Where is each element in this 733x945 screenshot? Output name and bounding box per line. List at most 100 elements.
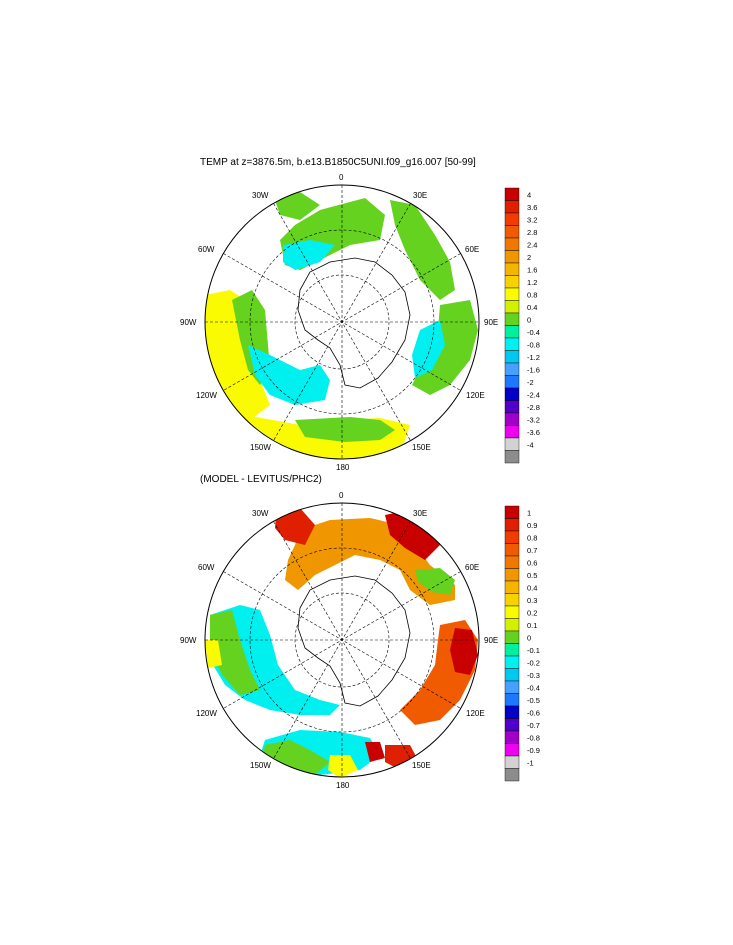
bottom-colorbar-label: -0.2: [527, 658, 540, 667]
bottom-label-0: 0: [339, 491, 344, 500]
top-colorbar-swatch: [504, 212, 520, 226]
top-colorbar-label: -1.6: [527, 365, 540, 374]
bottom-label-60e: 60E: [465, 563, 479, 572]
top-map-title: TEMP at z=3876.5m, b.e13.B1850C5UNI.f09_…: [200, 157, 476, 168]
bottom-label-120w: 120W: [196, 709, 217, 718]
top-colorbar-label: 1.6: [527, 265, 537, 274]
bottom-colorbar-label: 0.8: [527, 533, 537, 542]
bottom-label-30w: 30W: [252, 509, 269, 518]
top-polar-map: [204, 184, 480, 460]
top-colorbar-swatch: [504, 312, 520, 326]
bottom-colorbar-swatch: [504, 743, 520, 757]
top-colorbar-swatch: [504, 425, 520, 439]
top-colorbar-label: 1.2: [527, 278, 537, 287]
bottom-colorbar-swatch: [504, 568, 520, 582]
top-colorbar-label: -2: [527, 378, 534, 387]
top-colorbar-label: 3.6: [527, 203, 537, 212]
top-colorbar-swatch: [504, 225, 520, 239]
bottom-colorbar-swatch: [504, 618, 520, 632]
bottom-colorbar-swatch: [504, 543, 520, 557]
bottom-label-90e: 90E: [484, 636, 498, 645]
bottom-colorbar-swatch: [504, 505, 520, 519]
bottom-colorbar-swatch: [504, 668, 520, 682]
top-colorbar-label: 0.8: [527, 290, 537, 299]
bottom-label-90w: 90W: [180, 636, 197, 645]
top-colorbar-label: 4: [527, 190, 531, 199]
top-colorbar-label: 3.2: [527, 215, 537, 224]
top-colorbar-swatch: [504, 400, 520, 414]
top-label-30w: 30W: [252, 191, 269, 200]
top-colorbar-swatch: [504, 387, 520, 401]
bottom-colorbar-label: 0.2: [527, 608, 537, 617]
top-label-180: 180: [336, 463, 350, 472]
bottom-colorbar-label: 1: [527, 508, 531, 517]
top-colorbar-label: 2.4: [527, 240, 537, 249]
bottom-colorbar-swatch: [504, 755, 520, 769]
bottom-colorbar-swatch: [504, 518, 520, 532]
bottom-colorbar-swatch: [504, 718, 520, 732]
top-colorbar-swatch: [504, 350, 520, 364]
bottom-colorbar-swatch: [504, 730, 520, 744]
bottom-colorbar: 1 0.9 0.8 0.7 0.6 0.5 0.4 0.3 0.2 0.1 0 -0.1 -0.2 -0.…: [504, 505, 540, 782]
bottom-colorbar-label: -0.7: [527, 721, 540, 730]
bottom-label-180: 180: [336, 781, 350, 790]
bottom-colorbar-swatch: [504, 768, 520, 782]
top-colorbar-label: -0.8: [527, 340, 540, 349]
top-label-90e: 90E: [484, 318, 498, 327]
top-colorbar-label: -3.6: [527, 428, 540, 437]
bottom-colorbar-label: -0.3: [527, 671, 540, 680]
top-colorbar-label: -4: [527, 440, 534, 449]
bottom-colorbar-label: -0.6: [527, 708, 540, 717]
bottom-colorbar-label: -0.8: [527, 733, 540, 742]
top-colorbar-label: 2: [527, 253, 531, 262]
bottom-colorbar-swatch: [504, 580, 520, 594]
bottom-colorbar-label: -0.5: [527, 696, 540, 705]
top-colorbar-label: 2.8: [527, 228, 537, 237]
top-colorbar-swatch: [504, 237, 520, 251]
top-colorbar-label: 0: [527, 315, 531, 324]
top-colorbar: 4 3.6 3.2 2.8 2.4 2 1.6 1.2 0.8 0.4 0 -0.4 -0.8 -1.2 -…: [504, 187, 540, 464]
top-label-120e: 120E: [466, 391, 485, 400]
top-colorbar-swatch: [504, 262, 520, 276]
top-colorbar-label: -0.4: [527, 328, 540, 337]
bottom-colorbar-label: 0.5: [527, 571, 537, 580]
top-colorbar-label: -2.4: [527, 390, 540, 399]
bottom-map-title: (MODEL - LEVITUS/PHC2): [200, 474, 322, 485]
top-colorbar-swatch: [504, 412, 520, 426]
bottom-colorbar-swatch: [504, 630, 520, 644]
bottom-colorbar-swatch: [504, 693, 520, 707]
top-colorbar-swatch: [504, 337, 520, 351]
top-colorbar-swatch: [504, 187, 520, 201]
top-colorbar-swatch: [504, 287, 520, 301]
bottom-label-120e: 120E: [466, 709, 485, 718]
top-colorbar-swatch: [504, 300, 520, 314]
top-colorbar-swatch: [504, 375, 520, 389]
bottom-colorbar-label: -1: [527, 758, 534, 767]
top-colorbar-swatch: [504, 275, 520, 289]
top-label-60e: 60E: [465, 245, 479, 254]
bottom-label-60w: 60W: [198, 563, 215, 572]
bottom-colorbar-swatch: [504, 643, 520, 657]
bottom-colorbar-swatch: [504, 680, 520, 694]
top-colorbar-swatch: [504, 250, 520, 264]
bottom-colorbar-label: -0.4: [527, 683, 540, 692]
bottom-colorbar-label: 0.1: [527, 621, 537, 630]
bottom-colorbar-label: 0.9: [527, 521, 537, 530]
bottom-colorbar-swatch: [504, 593, 520, 607]
bottom-colorbar-swatch: [504, 705, 520, 719]
top-label-30e: 30E: [413, 191, 427, 200]
bottom-label-150e: 150E: [412, 761, 431, 770]
bottom-colorbar-label: -0.9: [527, 746, 540, 755]
top-label-150w: 150W: [250, 443, 271, 452]
top-map-fields: [205, 192, 478, 459]
bottom-colorbar-swatch: [504, 530, 520, 544]
top-colorbar-swatch: [504, 325, 520, 339]
bottom-colorbar-swatch: [504, 605, 520, 619]
top-colorbar-swatch: [504, 450, 520, 464]
top-colorbar-label: -3.2: [527, 415, 540, 424]
bottom-colorbar-label: -0.1: [527, 646, 540, 655]
bottom-lon-labels: 0 30E 60E 90E 120E 150E 180 150W 120W 90…: [180, 491, 498, 790]
top-colorbar-label: -1.2: [527, 353, 540, 362]
top-colorbar-swatch: [504, 200, 520, 214]
